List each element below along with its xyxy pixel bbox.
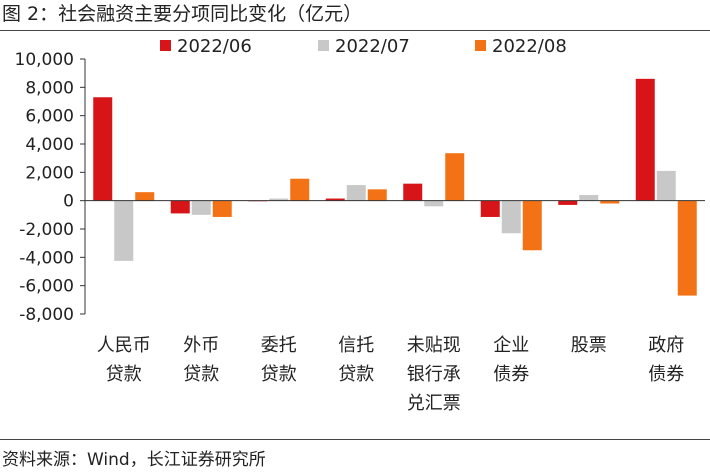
bar-2022-06-1 <box>170 200 190 214</box>
top-rule <box>0 30 710 31</box>
x-category-label: 未贴现 <box>407 335 461 356</box>
legend-swatch <box>318 40 329 51</box>
bottom-rule <box>0 439 710 440</box>
figure-title: 图 2：社会融资主要分项同比变化（亿元） <box>2 3 363 25</box>
legend-label: 2022/06 <box>177 36 252 57</box>
x-category-label: 外币 <box>183 335 219 356</box>
bar-2022-07-4 <box>424 200 444 207</box>
bar-2022-08-7 <box>677 200 697 296</box>
x-category-label: 股票 <box>571 335 607 356</box>
x-category-label: 贷款 <box>338 364 374 385</box>
x-category-label: 信托 <box>338 335 374 356</box>
bar-2022-08-6 <box>600 200 620 204</box>
x-category-label: 企业 <box>493 335 529 356</box>
bar-2022-06-6 <box>558 200 578 205</box>
legend-swatch <box>475 40 486 51</box>
bar-2022-08-2 <box>290 178 310 201</box>
legend-label: 2022/07 <box>335 36 410 57</box>
y-tick-label: 0 <box>63 192 74 212</box>
x-category-label: 贷款 <box>106 364 142 385</box>
x-category-label: 银行承 <box>407 364 461 385</box>
bar-2022-08-1 <box>212 200 232 217</box>
bar-2022-07-1 <box>191 200 211 215</box>
x-category-label: 贷款 <box>183 364 219 385</box>
bar-chart: 2022/06 2022/07 2022/08 10,000 8,000 6,000 4,… <box>15 36 705 414</box>
bar-2022-08-0 <box>135 192 155 201</box>
x-category-label: 政府 <box>648 335 684 356</box>
legend: 2022/06 2022/07 2022/08 <box>160 36 567 57</box>
y-tick-label: -8,000 <box>19 305 74 325</box>
bar-2022-07-6 <box>579 195 599 201</box>
bar-2022-07-3 <box>346 185 366 201</box>
source-note: 资料来源：Wind，长江证券研究所 <box>2 450 266 470</box>
x-category-label: 委托 <box>261 335 297 356</box>
x-category-label: 兑汇票 <box>407 393 461 414</box>
bar-2022-07-7 <box>656 170 676 201</box>
bar-2022-06-7 <box>635 78 655 201</box>
bar-2022-07-0 <box>114 200 134 261</box>
y-tick-label: -6,000 <box>19 277 74 297</box>
x-category-label: 贷款 <box>261 364 297 385</box>
bar-2022-07-5 <box>501 200 521 234</box>
bar-2022-08-3 <box>367 189 387 201</box>
bar-2022-08-5 <box>522 200 542 251</box>
legend-swatch <box>160 40 171 51</box>
x-category-label: 债券 <box>493 364 529 385</box>
y-tick-label: 2,000 <box>25 163 74 183</box>
bar-2022-08-4 <box>445 153 465 201</box>
y-tick-label: -2,000 <box>19 220 74 240</box>
y-tick-label: 8,000 <box>25 78 74 98</box>
y-axis: 10,000 8,000 6,000 4,000 2,000 0 -2,000 -4,000 -… <box>15 50 86 325</box>
y-tick-label: 6,000 <box>25 107 74 127</box>
bar-2022-06-0 <box>93 97 113 201</box>
legend-label: 2022/08 <box>492 36 567 57</box>
bar-2022-07-2 <box>269 198 289 201</box>
bar-2022-06-5 <box>480 200 500 217</box>
bar-2022-06-4 <box>403 183 423 201</box>
y-tick-label: 4,000 <box>25 135 74 155</box>
y-tick-label: -4,000 <box>19 248 74 268</box>
x-category-label: 债券 <box>648 364 684 385</box>
bars <box>93 78 697 296</box>
x-category-label: 人民币 <box>97 335 151 356</box>
y-tick-label: 10,000 <box>15 50 74 70</box>
bar-2022-06-3 <box>325 198 345 201</box>
